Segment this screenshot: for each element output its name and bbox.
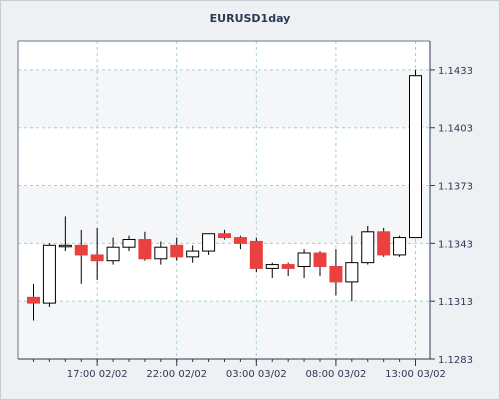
candle-body <box>202 233 216 252</box>
candle-body <box>218 233 231 239</box>
candle-body <box>138 239 152 260</box>
candle-20 <box>345 235 359 302</box>
candle-22 <box>377 227 391 257</box>
candle-body <box>409 75 422 239</box>
candle-body <box>313 252 327 267</box>
grid-band <box>18 69 430 128</box>
y-tick-label: 1.1403 <box>438 124 473 135</box>
x-tick-label: 22:00 02/02 <box>146 369 207 380</box>
candle-3 <box>74 229 88 284</box>
candle-1 <box>42 243 56 307</box>
candle-16 <box>281 262 295 277</box>
candle-body <box>297 252 311 267</box>
candle-body <box>265 264 279 269</box>
candle-2 <box>58 216 72 252</box>
candle-body <box>233 237 247 244</box>
candle-12 <box>218 229 231 240</box>
candle-body <box>361 231 375 264</box>
y-tick-label: 1.1373 <box>438 182 473 193</box>
candle-8 <box>154 241 168 265</box>
x-tick-label: 17:00 02/02 <box>67 369 128 380</box>
y-tick-label: 1.1433 <box>438 66 473 77</box>
candle-19 <box>329 249 343 296</box>
x-tick-label: 08:00 03/02 <box>306 369 367 380</box>
candle-body <box>122 239 136 248</box>
candle-body <box>170 244 184 258</box>
y-axis-ticks: 1.1283 1.1313 1.1343 1.1373 1.1403 1.1433 <box>430 66 473 366</box>
x-tick-label: 13:00 03/02 <box>385 369 446 380</box>
candle-body <box>58 244 72 248</box>
candle-21 <box>361 226 375 265</box>
candle-9 <box>170 237 184 261</box>
x-axis-ticks: 17:00 02/02 22:00 02/02 03:00 03/02 08:00 0… <box>33 359 446 380</box>
x-tick-label: 03:00 03/02 <box>226 369 287 380</box>
candle-body <box>345 262 359 283</box>
candle-body <box>393 237 407 256</box>
candle-body <box>106 246 120 262</box>
candle-15 <box>265 262 279 279</box>
candle-14 <box>249 237 263 273</box>
candle-11 <box>202 233 216 255</box>
candle-5 <box>106 237 120 265</box>
candle-body <box>186 250 200 258</box>
candle-body <box>154 246 168 260</box>
candle-body <box>90 254 104 262</box>
candles <box>27 69 422 321</box>
candle-4 <box>90 227 104 280</box>
candle-body <box>281 264 295 269</box>
y-tick-label: 1.1283 <box>438 355 473 366</box>
candle-body <box>27 296 40 304</box>
y-tick-label: 1.1313 <box>438 297 473 308</box>
candle-18 <box>313 251 327 277</box>
candle-13 <box>233 235 247 250</box>
candle-6 <box>122 235 136 252</box>
candle-7 <box>138 231 152 261</box>
candle-17 <box>297 249 311 279</box>
candle-10 <box>186 245 200 263</box>
candle-23 <box>393 235 407 257</box>
candle-body <box>249 240 263 269</box>
candle-24 <box>409 69 422 239</box>
candle-body <box>42 244 56 304</box>
y-tick-label: 1.1343 <box>438 239 473 250</box>
candle-body <box>329 265 343 283</box>
grid-bands <box>18 69 430 359</box>
chart-title: EURUSD1day <box>210 12 291 25</box>
candle-body <box>377 231 391 256</box>
axes <box>17 40 431 360</box>
grid-band <box>18 301 430 359</box>
candle-0 <box>27 283 40 321</box>
candle-body <box>74 244 88 256</box>
